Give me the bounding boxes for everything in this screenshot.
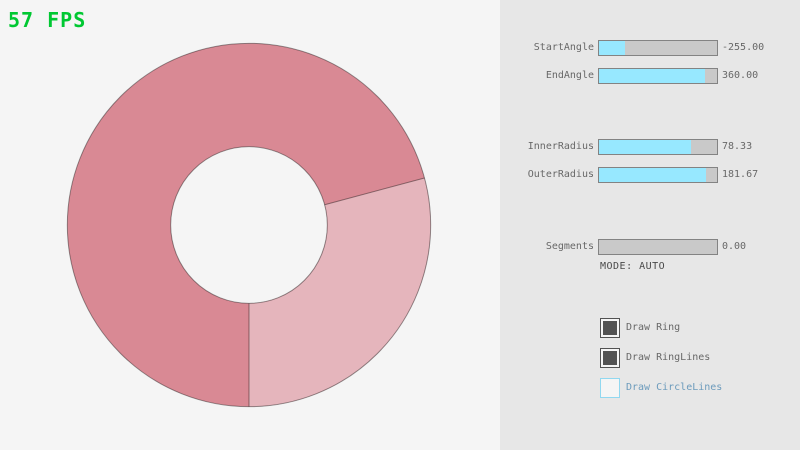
draw-ringlines-checkbox[interactable] — [600, 348, 620, 368]
segments-slider[interactable] — [598, 239, 718, 255]
draw-ring-row: Draw Ring — [600, 318, 800, 338]
innerradius-value: 78.33 — [722, 141, 753, 152]
innerradius-slider-fill — [599, 140, 692, 154]
startangle-slider-fill — [599, 41, 625, 55]
endangle-row: EndAngle 360.00 — [500, 68, 800, 84]
outerradius-label: OuterRadius — [527, 169, 594, 180]
draw-ringlines-row: Draw RingLines — [600, 348, 800, 368]
draw-ring-checkmark — [603, 321, 617, 335]
draw-ring-label: Draw Ring — [626, 322, 681, 333]
startangle-value: -255.00 — [722, 42, 765, 53]
draw-circlelines-row: Draw CircleLines — [600, 378, 800, 398]
outerradius-row: OuterRadius 181.67 — [500, 167, 800, 183]
ring-radial-line-start — [324, 177, 425, 206]
startangle-label: StartAngle — [533, 42, 594, 53]
ring-outer-outline — [66, 42, 432, 408]
innerradius-row: InnerRadius 78.33 — [500, 139, 800, 155]
endangle-slider-fill — [599, 69, 706, 83]
segments-row: Segments 0.00 — [500, 239, 800, 255]
endangle-slider[interactable] — [598, 68, 718, 84]
draw-ringlines-label: Draw RingLines — [626, 352, 711, 363]
segments-value: 0.00 — [722, 241, 747, 252]
ring-light-region — [249, 177, 431, 407]
startangle-slider[interactable] — [598, 40, 718, 56]
endangle-value: 360.00 — [722, 70, 759, 81]
innerradius-label: InnerRadius — [527, 141, 594, 152]
draw-ringlines-checkmark — [603, 351, 617, 365]
outerradius-slider-fill — [599, 168, 707, 182]
draw-circlelines-checkbox[interactable] — [600, 378, 620, 398]
startangle-row: StartAngle -255.00 — [500, 40, 800, 56]
innerradius-slider[interactable] — [598, 139, 718, 155]
ring-inner-outline — [170, 146, 328, 304]
draw-circlelines-label: Draw CircleLines — [626, 382, 723, 393]
control-panel: StartAngle -255.00 EndAngle 360.00 Inner… — [500, 0, 800, 450]
draw-ring-checkbox[interactable] — [600, 318, 620, 338]
outerradius-value: 181.67 — [722, 169, 759, 180]
fps-counter: 57 FPS — [8, 8, 87, 32]
endangle-label: EndAngle — [545, 70, 594, 81]
mode-label: MODE: AUTO — [600, 261, 666, 272]
outerradius-slider[interactable] — [598, 167, 718, 183]
segments-label: Segments — [545, 241, 594, 252]
